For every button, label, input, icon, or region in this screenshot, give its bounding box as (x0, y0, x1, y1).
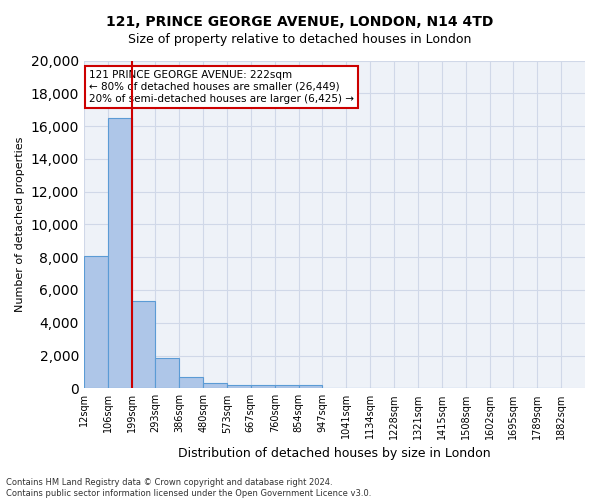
Bar (179, 377, 203, 388)
Y-axis label: Number of detached properties: Number of detached properties (15, 136, 25, 312)
Bar (155, 358, 179, 388)
Text: 121, PRINCE GEORGE AVENUE, LONDON, N14 4TD: 121, PRINCE GEORGE AVENUE, LONDON, N14 4… (106, 15, 494, 29)
Bar (227, 384, 251, 388)
Bar (251, 385, 275, 388)
Bar (131, 302, 155, 388)
Bar (275, 385, 299, 388)
Text: Contains HM Land Registry data © Crown copyright and database right 2024.
Contai: Contains HM Land Registry data © Crown c… (6, 478, 371, 498)
Bar (299, 386, 322, 388)
Text: 121 PRINCE GEORGE AVENUE: 222sqm
← 80% of detached houses are smaller (26,449)
2: 121 PRINCE GEORGE AVENUE: 222sqm ← 80% o… (89, 70, 354, 104)
Bar (107, 118, 131, 388)
Text: Size of property relative to detached houses in London: Size of property relative to detached ho… (128, 32, 472, 46)
Bar (84, 256, 107, 388)
X-axis label: Distribution of detached houses by size in London: Distribution of detached houses by size … (178, 447, 491, 460)
Bar (203, 383, 227, 388)
